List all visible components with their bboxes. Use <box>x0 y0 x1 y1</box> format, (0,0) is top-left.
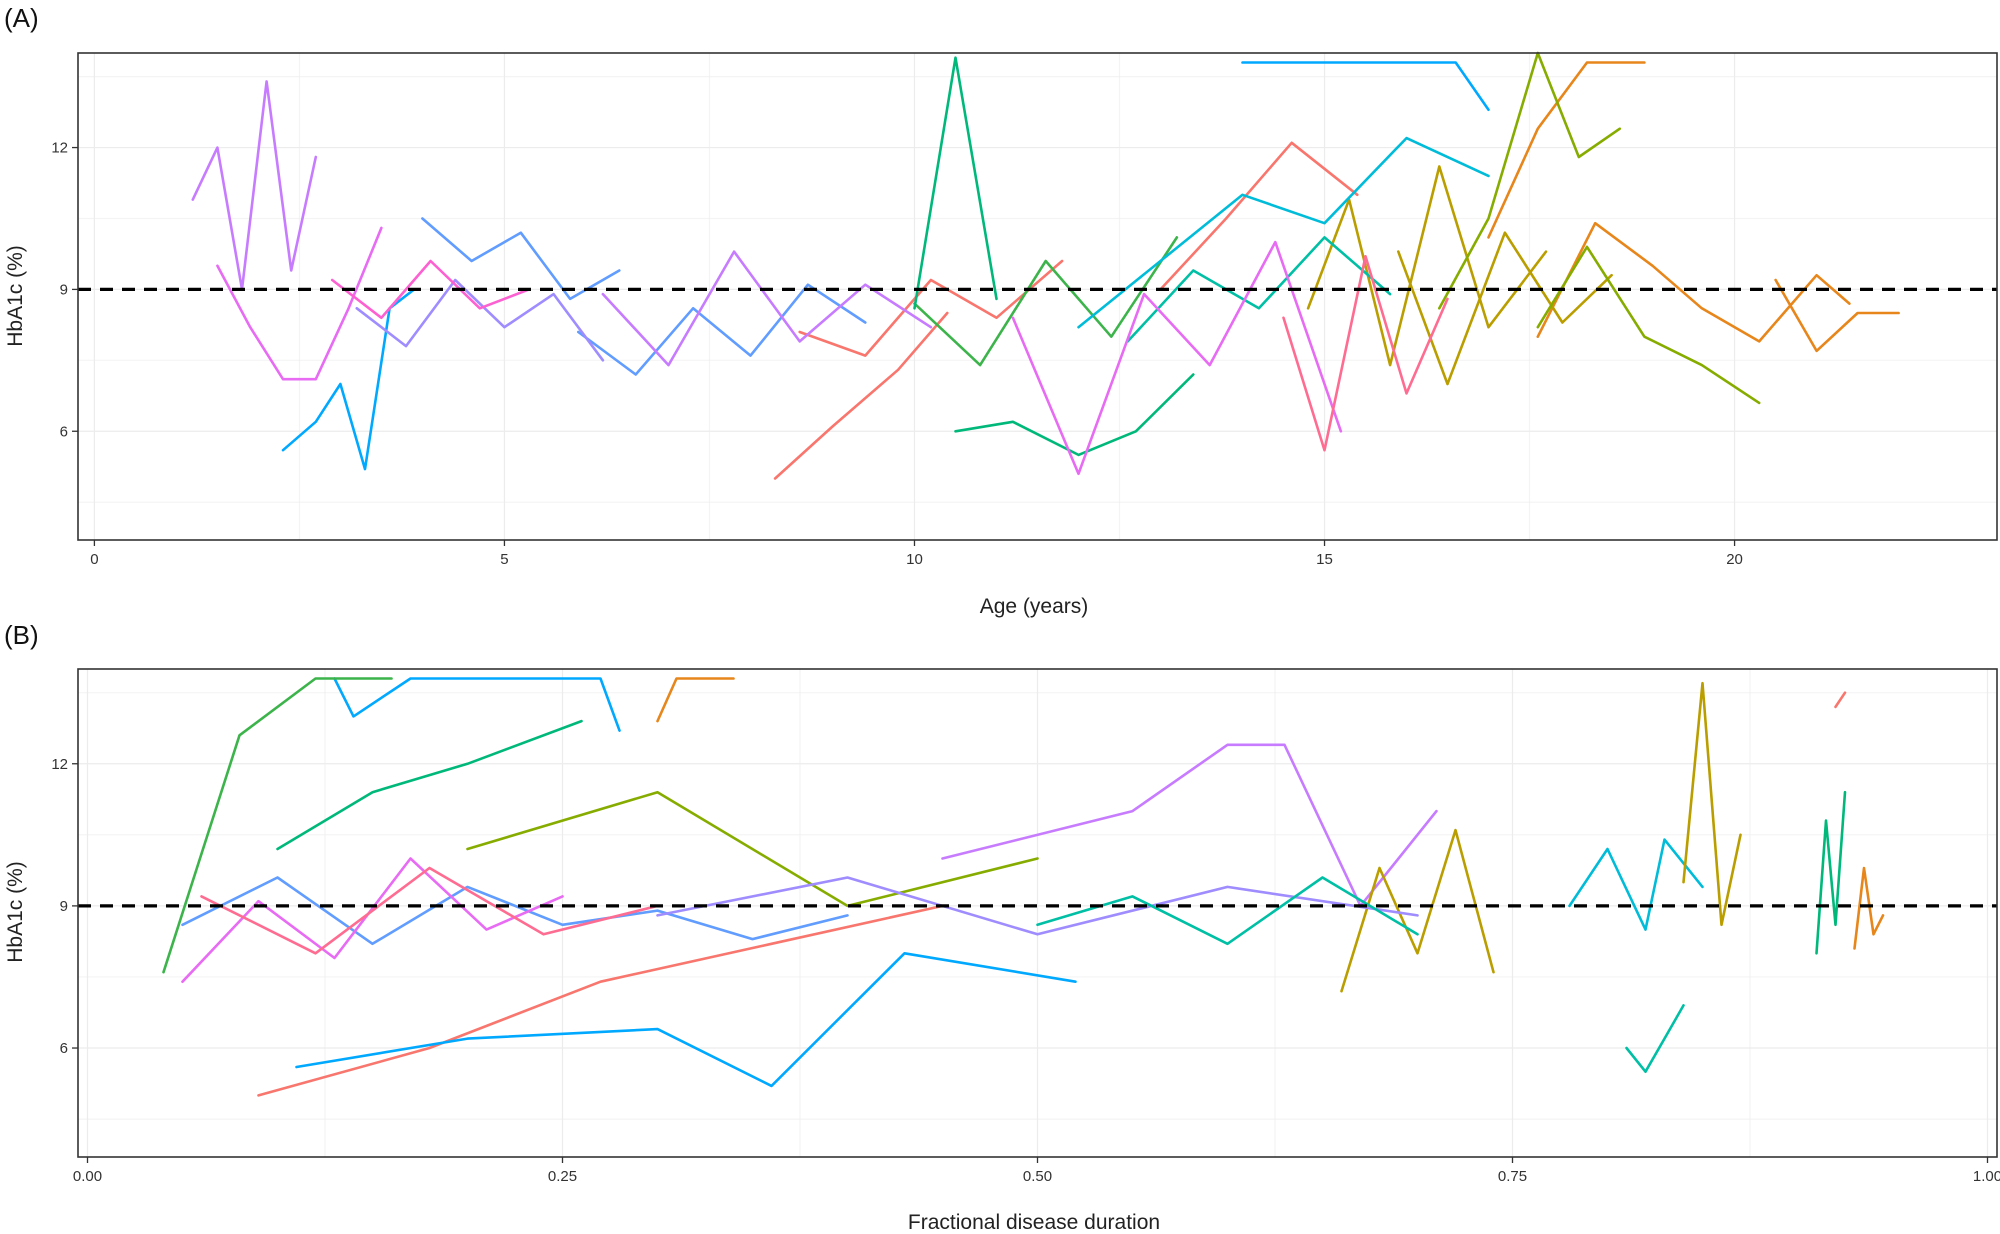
y-tick-label: 12 <box>51 756 68 773</box>
series-line-22 <box>601 250 933 367</box>
x-tick-label: 5 <box>500 551 508 568</box>
series-line-10 <box>1815 790 1847 955</box>
x-tick-label: 10 <box>906 551 923 568</box>
x-tick-label: 0.75 <box>1498 1168 1527 1185</box>
x-tick-label: 1.00 <box>1973 1168 2000 1185</box>
series-line-5 <box>1774 278 1900 353</box>
series-line-15 <box>181 857 564 984</box>
series-line-8 <box>1568 838 1704 931</box>
series-line-19 <box>576 283 867 376</box>
series-line-4 <box>257 904 944 1097</box>
series-line-7 <box>1340 828 1495 993</box>
y-tick-label: 9 <box>60 898 68 915</box>
series-line-13 <box>1625 1004 1685 1073</box>
series-line-12 <box>1834 691 1847 709</box>
y-tick-label: 12 <box>51 140 68 157</box>
series-line-26 <box>1282 254 1449 452</box>
y-tick-label: 6 <box>60 423 68 440</box>
series-line-10 <box>1536 245 1761 405</box>
x-tick-label: 0.50 <box>1023 1168 1052 1185</box>
panel-a-label: (A) <box>4 3 39 33</box>
series-line-15 <box>1077 136 1490 329</box>
series-line-14 <box>1126 236 1392 343</box>
panel-b: (B) 0.00 0.25 0.50 0.75 1.00 6 9 12 Fractional… <box>4 620 2000 1234</box>
series-line-25 <box>330 259 531 320</box>
series-line-16 <box>1241 61 1490 111</box>
panel-b-y-axis-title: HbA1c (%) <box>4 861 27 963</box>
panel-a-plot-frame <box>77 52 1998 541</box>
series-line-2 <box>798 259 1064 357</box>
panel-b-x-axis: 0.00 0.25 0.50 0.75 1.00 <box>73 1157 2000 1185</box>
series-line-4 <box>1536 221 1851 343</box>
series-line-3 <box>276 719 583 851</box>
series-line-18 <box>421 217 621 301</box>
x-tick-label: 0.00 <box>73 1168 102 1185</box>
x-tick-label: 15 <box>1316 551 1333 568</box>
series-line-17 <box>162 677 393 974</box>
series-line-18 <box>466 790 1039 908</box>
panel-b-y-axis: 6 9 12 <box>51 756 78 1057</box>
series-line-9 <box>1682 681 1742 927</box>
x-tick-label: 0.25 <box>548 1168 577 1185</box>
panel-a-x-axis: 0 5 10 15 20 <box>90 540 1743 568</box>
panel-b-label: (B) <box>4 620 39 650</box>
series-line-12 <box>954 373 1195 457</box>
series-line-6 <box>941 743 1438 908</box>
panel-b-series <box>162 677 1885 1097</box>
series-line-20 <box>355 278 605 362</box>
series-line-3 <box>1159 141 1359 291</box>
series-line-1 <box>773 311 949 480</box>
x-tick-label: 0 <box>90 551 98 568</box>
panel-b-grid <box>78 669 1997 1157</box>
series-line-2 <box>656 677 735 723</box>
series-line-6 <box>1487 61 1646 239</box>
x-tick-label: 20 <box>1726 551 1743 568</box>
panel-a: (A) 0 5 10 15 20 6 9 12 Age (years) HbA1c (%) <box>4 3 1998 618</box>
series-line-5 <box>295 951 1077 1088</box>
panel-b-x-axis-title: Fractional disease duration <box>908 1211 1160 1234</box>
series-line-7 <box>1306 165 1548 367</box>
series-line-14 <box>181 876 849 946</box>
y-tick-label: 6 <box>60 1040 68 1057</box>
panel-a-y-axis: 6 9 12 <box>51 140 78 440</box>
series-line-21 <box>191 80 318 291</box>
y-tick-label: 9 <box>60 281 68 298</box>
series-line-24 <box>1011 240 1343 476</box>
panel-a-y-axis-title: HbA1c (%) <box>4 245 27 347</box>
series-line-23 <box>216 226 383 381</box>
series-line-13 <box>913 56 998 310</box>
series-line-1 <box>333 677 621 732</box>
panel-a-series <box>191 51 1900 480</box>
series-line-11 <box>913 236 1179 367</box>
series-line-11 <box>1853 866 1885 950</box>
panel-a-x-axis-title: Age (years) <box>980 595 1089 618</box>
series-line-16 <box>200 866 659 955</box>
series-line-19 <box>656 876 1419 936</box>
